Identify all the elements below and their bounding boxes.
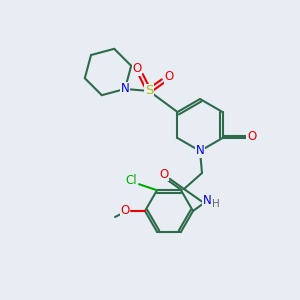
Text: O: O (132, 62, 142, 76)
Text: N: N (121, 82, 129, 95)
Text: O: O (120, 205, 130, 218)
Text: N: N (202, 194, 211, 208)
Text: N: N (196, 145, 204, 158)
Text: Cl: Cl (125, 174, 137, 187)
Text: O: O (247, 130, 256, 143)
Text: O: O (159, 167, 169, 181)
Text: H: H (212, 199, 220, 209)
Text: O: O (164, 70, 174, 83)
Text: S: S (145, 85, 153, 98)
